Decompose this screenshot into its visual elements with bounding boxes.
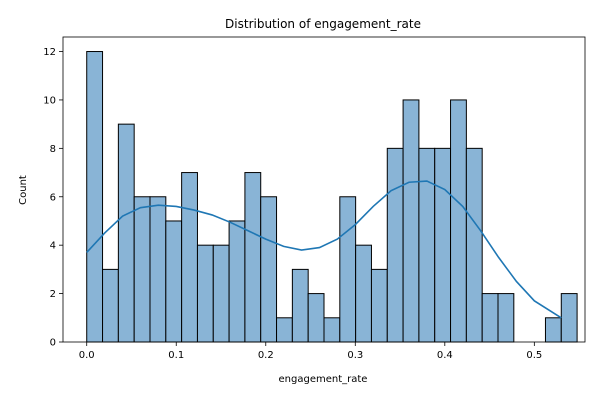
histogram-bar	[339, 196, 357, 343]
histogram-bar	[196, 244, 214, 343]
y-tick-label: 0	[50, 338, 56, 349]
histogram-bar	[497, 293, 515, 343]
histogram-bar	[544, 317, 562, 343]
plot-frame	[62, 36, 586, 343]
kde-curve	[86, 180, 562, 319]
histogram-bar	[291, 268, 309, 343]
histogram-bar	[133, 196, 151, 343]
x-tick-label: 0.4	[437, 350, 453, 361]
x-tick-label: 0.2	[258, 350, 274, 361]
histogram-bar	[386, 147, 404, 343]
x-tick-label: 0.0	[79, 350, 95, 361]
chart-title: Distribution of engagement_rate	[225, 17, 421, 31]
histogram-bar	[434, 147, 452, 343]
histogram-bar	[228, 220, 246, 343]
histogram-bar	[450, 99, 467, 343]
x-axis-label: engagement_rate	[279, 374, 368, 385]
histogram-bar	[323, 317, 341, 343]
y-tick-label: 10	[43, 95, 56, 106]
histogram-bar	[307, 293, 325, 343]
histogram-bar	[86, 51, 104, 343]
histogram-bar	[260, 196, 278, 343]
y-tick-label: 2	[50, 289, 56, 300]
histogram-bar	[370, 268, 388, 343]
x-tick-label: 0.5	[526, 350, 542, 361]
y-tick-label: 6	[50, 192, 56, 203]
histogram-bar	[181, 172, 198, 343]
histogram-bar	[402, 99, 420, 343]
histogram-bar	[560, 293, 578, 343]
y-axis-label: Count	[18, 175, 29, 205]
bars-group	[86, 51, 578, 343]
y-tick-label: 8	[50, 144, 56, 155]
x-tick-label: 0.1	[168, 350, 184, 361]
y-tick-label: 4	[50, 241, 56, 252]
histogram-bar	[418, 147, 436, 343]
histogram-bar	[165, 220, 183, 343]
histogram-bar	[244, 172, 262, 343]
histogram-bar	[465, 147, 483, 343]
histogram-bar	[276, 317, 293, 343]
histogram-bar	[481, 293, 499, 343]
histogram-bar	[102, 268, 119, 343]
histogram-bar	[355, 244, 372, 343]
x-axis-ticks: 0.0 0.1 0.2 0.3 0.4 0.5	[79, 342, 542, 361]
histogram-bar	[117, 123, 135, 343]
y-tick-label: 12	[43, 47, 56, 58]
y-axis-ticks: 0 2 4 6 8 10 12	[43, 47, 63, 349]
histogram-bar	[212, 244, 230, 343]
histogram-bar	[149, 196, 167, 343]
x-tick-label: 0.3	[347, 350, 363, 361]
